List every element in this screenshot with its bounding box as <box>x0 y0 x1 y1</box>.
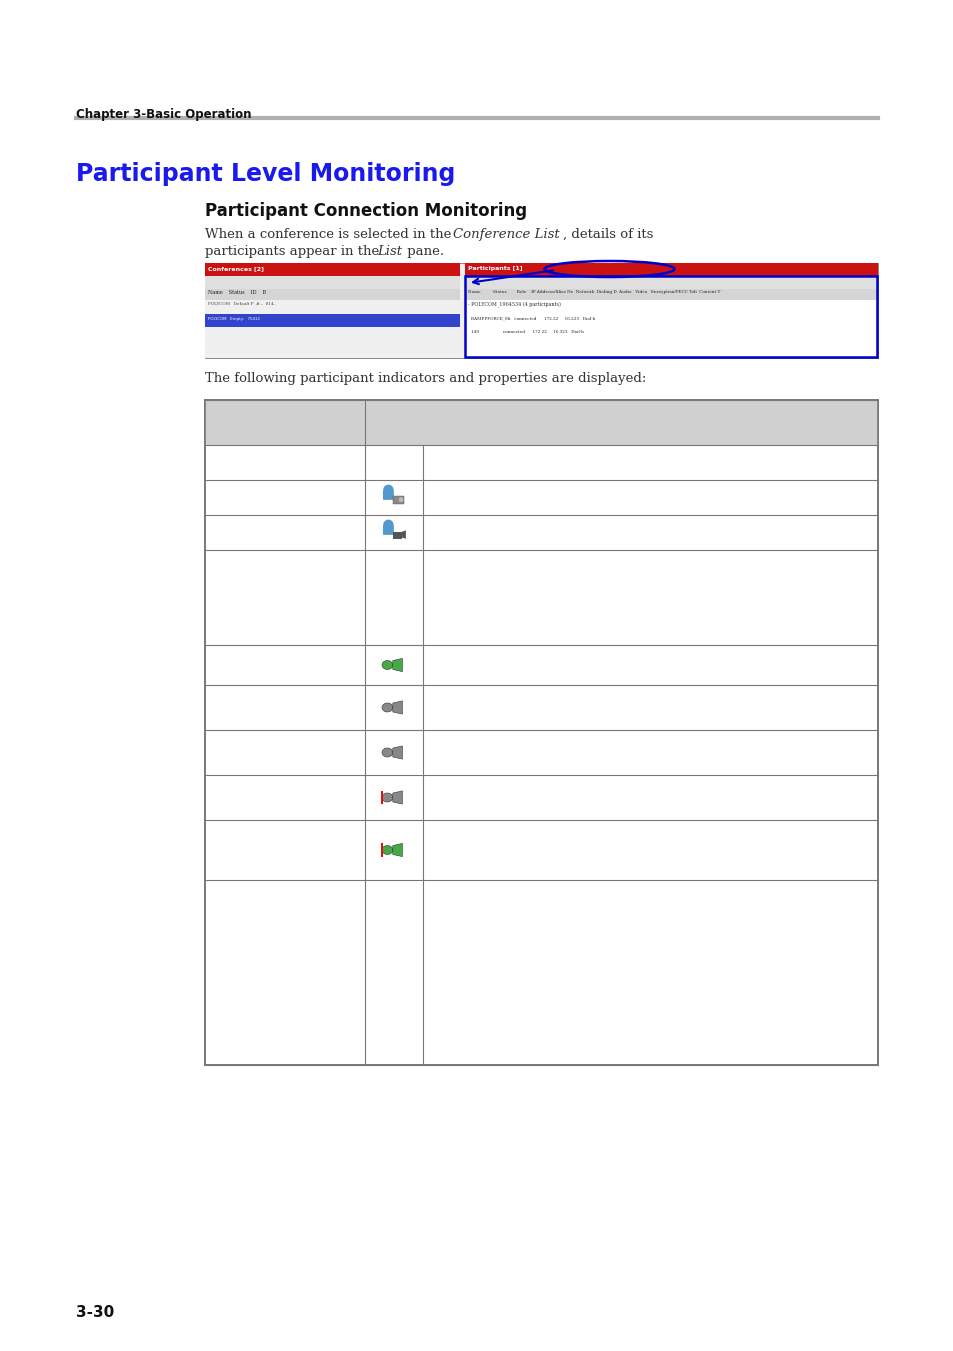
Text: Conferences [2]: Conferences [2] <box>208 266 264 272</box>
Text: , details of its: , details of its <box>562 228 653 240</box>
Text: Participant Level Monitoring: Participant Level Monitoring <box>76 162 455 186</box>
FancyBboxPatch shape <box>382 490 394 500</box>
Text: Participants [1]: Participants [1] <box>468 266 522 272</box>
Text: pane.: pane. <box>402 245 444 258</box>
Text: Chapter 3-Basic Operation: Chapter 3-Basic Operation <box>76 108 252 122</box>
Ellipse shape <box>381 793 393 802</box>
Text: The following participant indicators and properties are displayed:: The following participant indicators and… <box>205 372 646 385</box>
Text: Conference List: Conference List <box>453 228 559 240</box>
FancyBboxPatch shape <box>464 276 877 289</box>
FancyBboxPatch shape <box>464 263 877 276</box>
FancyBboxPatch shape <box>380 843 383 857</box>
Polygon shape <box>393 790 402 804</box>
Text: RAMP.PFORCE_Mi   connected      172.22     16.223   Dial-b: RAMP.PFORCE_Mi connected 172.22 16.223 D… <box>471 316 595 320</box>
Polygon shape <box>393 746 402 759</box>
Ellipse shape <box>381 703 393 712</box>
FancyBboxPatch shape <box>205 300 459 358</box>
Polygon shape <box>393 658 402 671</box>
Circle shape <box>383 520 393 530</box>
Ellipse shape <box>381 748 393 757</box>
Text: Name    Status    ID    B: Name Status ID B <box>208 290 266 295</box>
FancyBboxPatch shape <box>205 313 459 327</box>
Ellipse shape <box>381 661 393 670</box>
FancyBboxPatch shape <box>205 400 877 444</box>
FancyBboxPatch shape <box>205 263 877 358</box>
Text: 149                   connected      172.22     16.323   Dial-b: 149 connected 172.22 16.323 Dial-b <box>471 330 583 334</box>
Circle shape <box>399 499 402 501</box>
Text: Participant Connection Monitoring: Participant Connection Monitoring <box>205 203 527 220</box>
Text: participants appear in the: participants appear in the <box>205 245 383 258</box>
Text: POLYCOM   Default P  #...  814..: POLYCOM Default P #... 814.. <box>208 303 276 305</box>
Polygon shape <box>393 843 402 857</box>
FancyBboxPatch shape <box>393 496 403 504</box>
FancyBboxPatch shape <box>205 289 459 300</box>
Text: 3-30: 3-30 <box>76 1305 114 1320</box>
FancyBboxPatch shape <box>464 300 877 358</box>
Text: POLYCOM   Empty:   75412: POLYCOM Empty: 75412 <box>208 317 260 322</box>
Text: Name          Status        Role    IP Address/Alias Ne  Network  Dialing D  Aud: Name Status Role IP Address/Alias Ne Net… <box>468 290 720 295</box>
FancyBboxPatch shape <box>205 263 459 276</box>
FancyBboxPatch shape <box>382 526 394 535</box>
FancyBboxPatch shape <box>205 276 459 289</box>
FancyBboxPatch shape <box>380 790 383 804</box>
Polygon shape <box>393 701 402 715</box>
FancyBboxPatch shape <box>205 400 877 1065</box>
FancyBboxPatch shape <box>464 289 877 300</box>
Text: List: List <box>376 245 402 258</box>
Text: When a conference is selected in the: When a conference is selected in the <box>205 228 456 240</box>
Ellipse shape <box>381 846 393 854</box>
FancyBboxPatch shape <box>393 532 401 539</box>
Polygon shape <box>401 531 405 539</box>
Text: - POLYCOM_1964534 (4 participants): - POLYCOM_1964534 (4 participants) <box>468 301 560 307</box>
Circle shape <box>383 485 393 494</box>
